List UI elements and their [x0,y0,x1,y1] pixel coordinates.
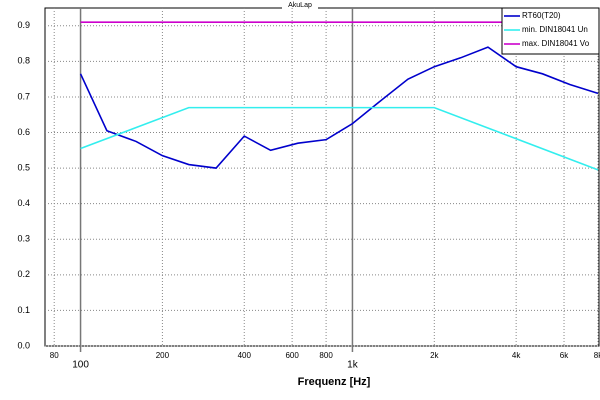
y-tick-label: 0.5 [17,162,30,172]
x-tick-label: 8k [594,351,600,360]
x-tick-label: 100 [72,360,89,371]
x-axis-label: Frequenz [Hz] [298,376,371,388]
x-tick-label: 800 [319,351,333,360]
y-tick-label: 0.9 [17,20,30,30]
plot-frame [44,7,600,347]
legend-label: RT60(T20) [522,11,561,20]
x-tick-label: 400 [238,351,252,360]
y-tick-label: 0.2 [17,269,30,279]
y-tick-label: 0.4 [17,198,30,208]
legend: RT60(T20) min. DIN18041 Un max. DIN18041 V… [501,7,600,55]
y-tick-label: 0.1 [17,305,30,315]
x-tick-label: 4k [512,351,521,360]
x-tick-label: 200 [156,351,170,360]
x-tick-label: 2k [430,351,439,360]
chart-title: AkuLap [288,2,312,9]
series-line [79,46,599,169]
y-tick-label: 0.8 [17,56,30,66]
x-tick-label: 6k [560,351,569,360]
x-tick-label: 1k [347,360,359,371]
legend-label: max. DIN18041 Vo [522,39,590,48]
x-tick-label: 600 [285,351,299,360]
y-tick-label: 0.0 [17,340,30,350]
series-line [80,106,599,171]
y-tick-label: 0.6 [17,127,30,137]
x-tick-label: 80 [50,351,59,360]
title-gap [282,5,318,11]
y-tick-label: 0.3 [17,234,30,244]
y-tick-label: 0.7 [17,91,30,101]
grid [45,8,599,352]
legend-label: min. DIN18041 Un [522,25,588,34]
